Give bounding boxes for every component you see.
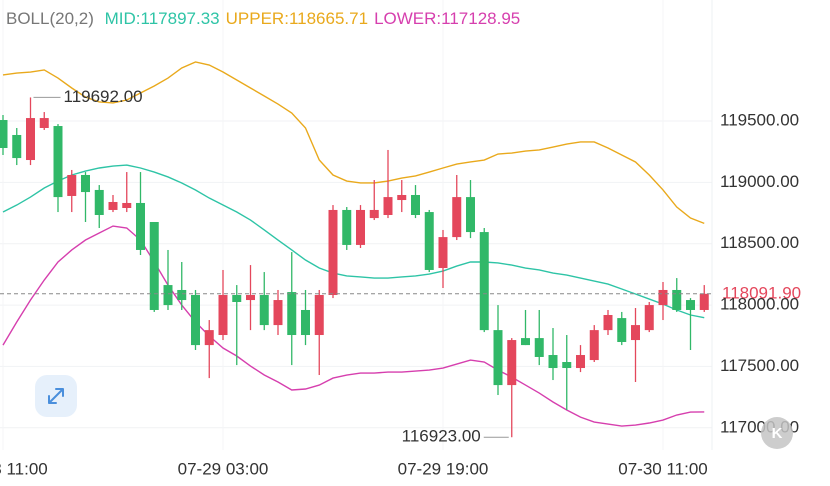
candle-body [301,309,310,336]
candles [0,97,709,438]
last-price-tag [714,280,830,307]
candle-body [644,305,654,331]
candle-body [383,197,393,215]
x-tick-label: 07-30 11:00 [618,459,707,478]
candle-body [493,330,503,386]
y-tick-label: 118500.00 [720,233,799,252]
candle-body [163,285,173,306]
candle-body [356,209,365,245]
indicator-name: BOLL(20,2) [6,9,94,28]
candle-body [603,315,613,331]
candle-body [39,118,49,128]
candle-body [314,295,324,336]
candle-body [658,289,668,306]
legend-value: 118665.71 [289,9,368,28]
candle-body [438,237,448,269]
candle-body [672,289,682,310]
logo: K [761,417,793,449]
candle-body [191,295,200,346]
candle-body [136,202,145,250]
annotations: 119692.00 116923.00 118091.90 [0,87,830,446]
candle-body [108,201,118,210]
candle-body [122,202,132,209]
candle-body [218,295,228,336]
legend-name: LOWER [374,9,436,28]
candle-body [521,338,530,346]
legend-separator: : [284,9,289,28]
legend-value: 117128.95 [441,9,520,28]
last-price-label: 118091.90 [722,283,801,302]
candle-body [204,330,214,346]
y-tick-label: 118000.00 [720,295,799,314]
candle-body [12,134,22,159]
candle-body [479,232,489,331]
candle-body [287,292,297,336]
indicator-legend: BOLL(20,2) MID:117897.33 UPPER:118665.71 L… [6,9,520,28]
legend-separator: : [136,9,141,28]
candle-body [397,194,407,201]
candle-body [232,295,242,303]
candle-body [424,212,434,270]
x-tick-label: 07-29 03:00 [178,459,269,478]
y-tick-label: 119500.00 [720,110,799,129]
candle-body [67,174,77,196]
logo-circle [761,417,793,449]
candle-body [411,194,420,215]
candle-body [81,174,90,193]
band-line [2,61,705,225]
candle-body [589,330,599,361]
candle-body [177,289,187,301]
candle-body [466,197,475,233]
candle-body [617,318,627,343]
legend-name: MID [105,9,136,28]
candle-body [369,209,379,219]
expand-icon[interactable] [48,388,64,404]
candle-body [0,120,8,148]
candle-body [26,118,35,161]
candle-body [342,209,352,245]
y-tick-label: 117500.00 [720,356,799,375]
candle-body [686,300,695,310]
y-tick-label: 119000.00 [720,172,799,191]
expand-button[interactable] [35,375,77,417]
candle-body [576,355,585,369]
legend-name: UPPER [226,9,285,28]
candle-body [699,293,709,310]
candle-body [507,340,517,386]
candle-body [328,209,338,296]
candle-body [452,197,462,238]
x-tick-label: 07-28 11:00 [0,459,48,478]
candle-body [259,295,269,326]
candle-body [562,362,572,369]
max-label: 119692.00 [64,87,143,106]
candle-body [53,126,63,198]
x-tick-label: 07-29 19:00 [398,459,489,478]
logo-text: K [772,425,783,442]
legend-value: 117897.33 [141,9,220,28]
candle-body [631,325,640,341]
band-line [2,164,705,319]
candle-body [94,189,104,215]
legend-separator: : [436,9,441,28]
bands [2,61,705,427]
candle-body [149,221,159,310]
candle-body [273,300,283,326]
candle-body [534,338,544,357]
candle-body [246,295,255,301]
min-label: 116923.00 [402,427,481,446]
band-line [2,225,705,427]
candle-body [548,355,558,369]
